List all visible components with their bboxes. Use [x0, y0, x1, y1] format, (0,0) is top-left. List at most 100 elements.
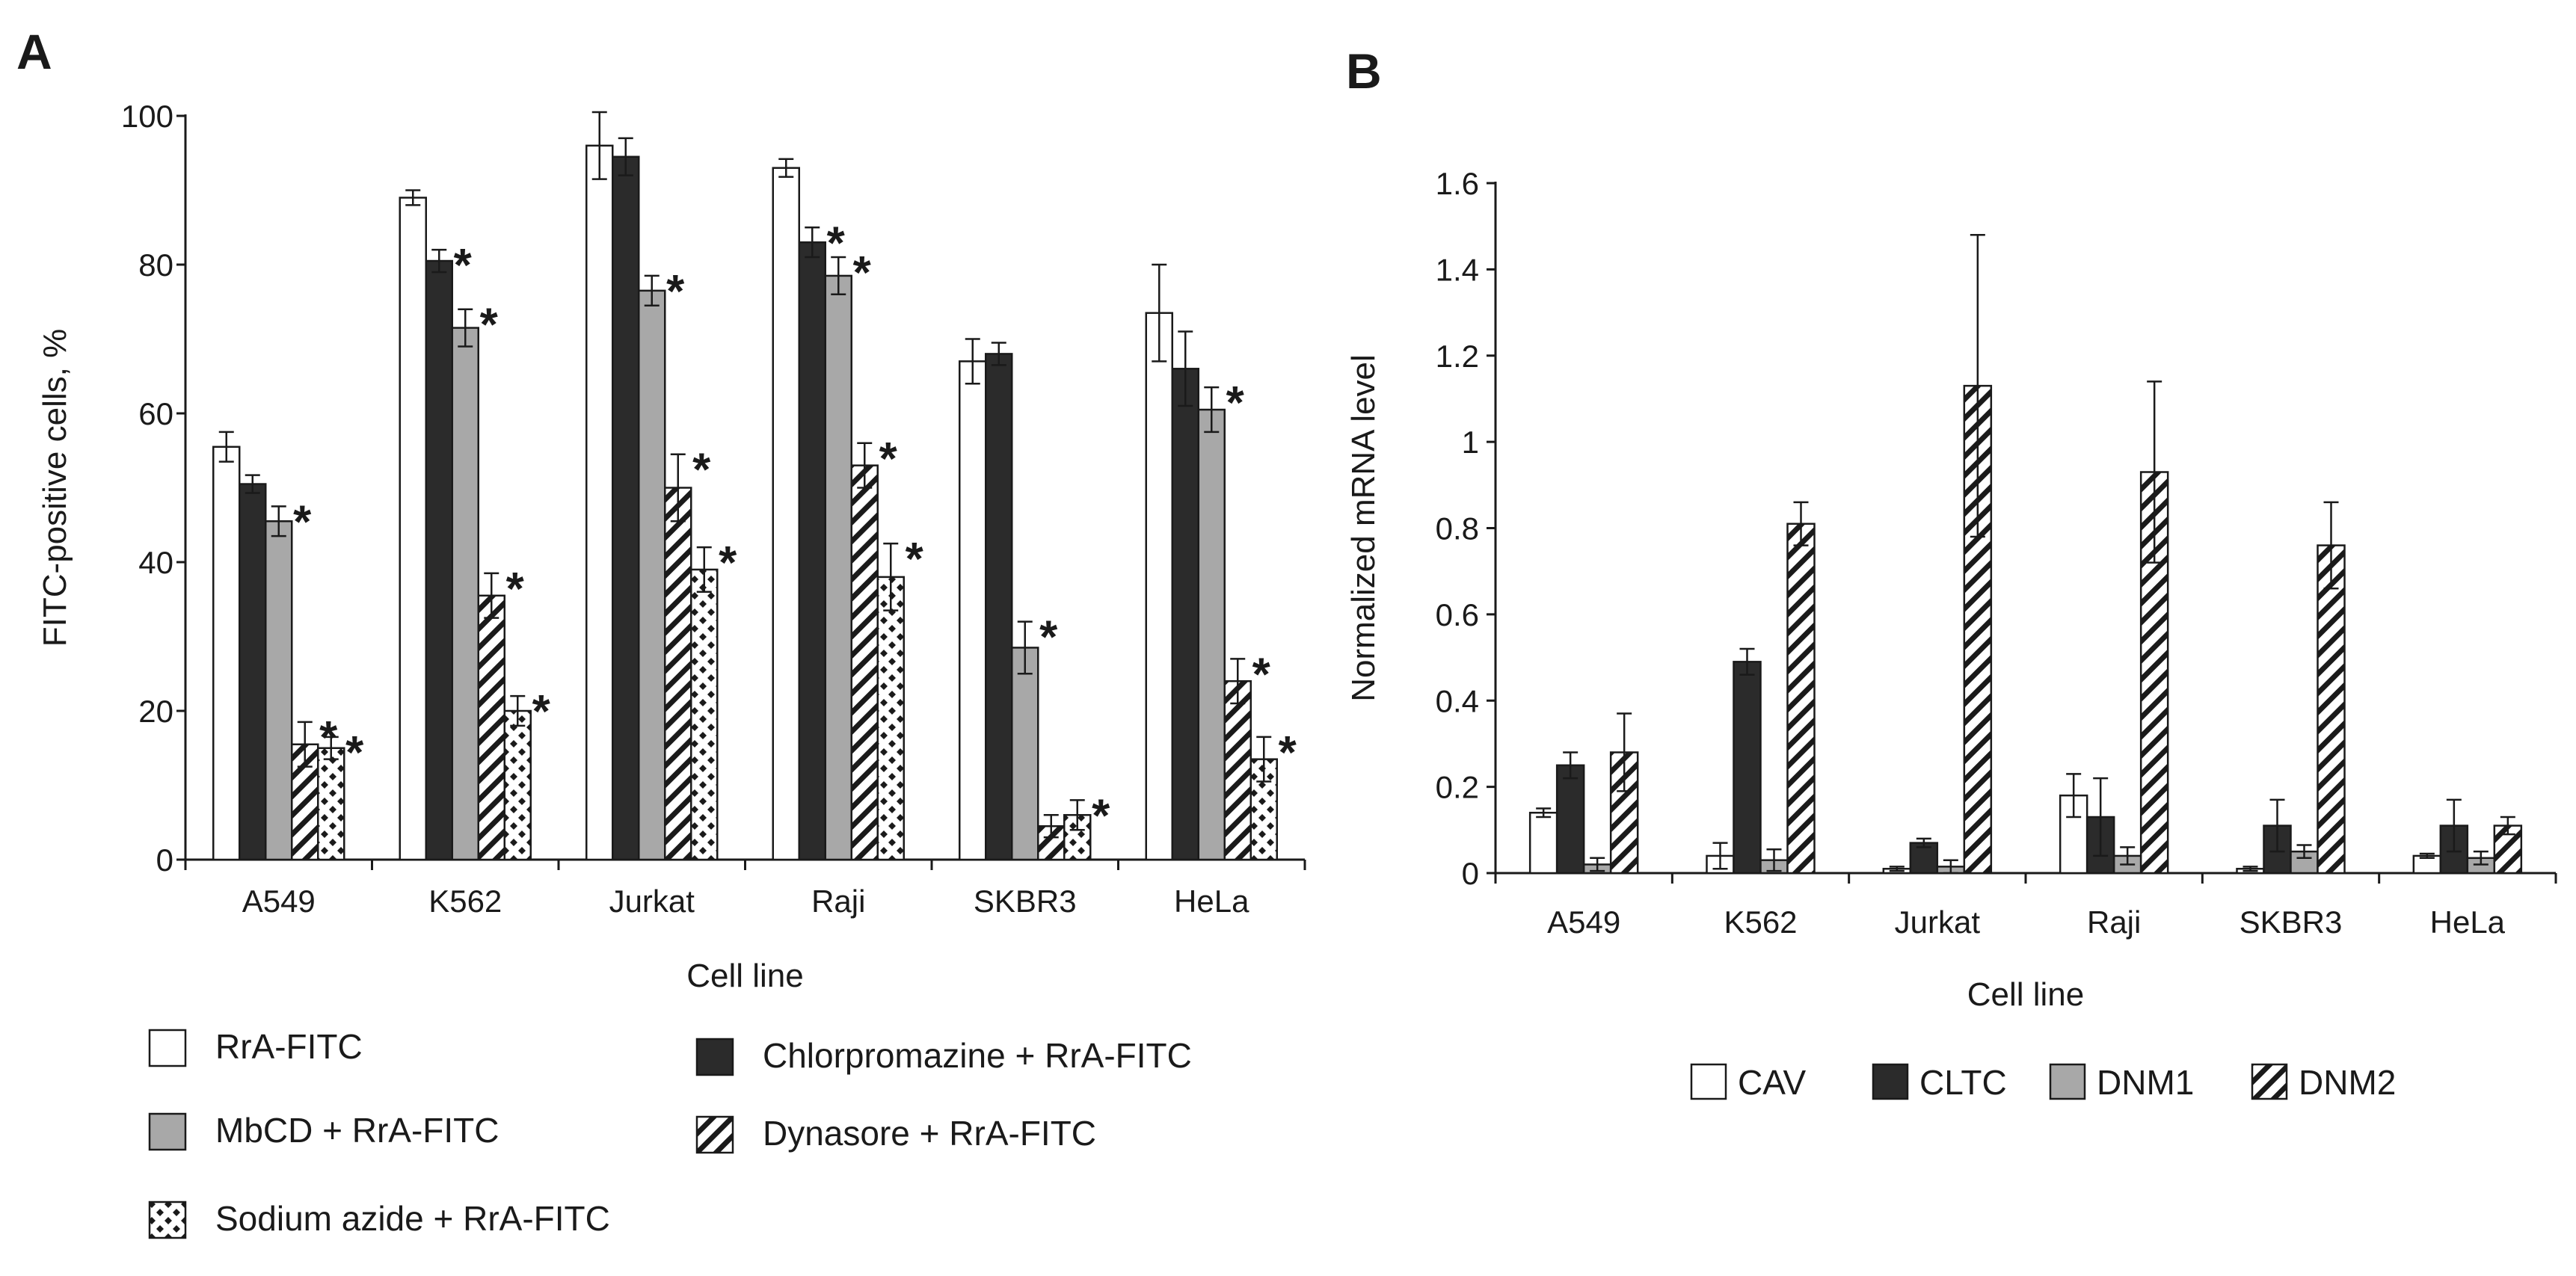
bar-mbcd-rra-fitc-jurkat — [638, 289, 666, 861]
significance-star: * — [906, 534, 924, 585]
legend-label: CLTC — [1919, 1063, 2007, 1102]
bar-chlorpromazine-rra-fitc-raji — [798, 241, 826, 861]
x-axis-title: Cell line — [1967, 976, 2085, 1013]
x-tick-label: HeLa — [2430, 904, 2506, 940]
panel-a-legend: RrA-FITC Chlorpromazine + RrA-FITC MbCD + … — [148, 1027, 1192, 1239]
x-axis-title: Cell line — [686, 958, 804, 994]
bar-chlorpromazine-rra-fitc-jurkat — [612, 155, 640, 861]
legend-label: MbCD + RrA-FITC — [215, 1111, 499, 1150]
legend-swatch — [695, 1115, 734, 1154]
legend-swatch — [148, 1201, 187, 1239]
bar-mbcd-rra-fitc-a549 — [265, 520, 293, 861]
legend-swatch — [695, 1038, 734, 1076]
legend-label: RrA-FITC — [215, 1027, 363, 1066]
significance-star: * — [1226, 377, 1245, 429]
y-tick-label: 40 — [138, 545, 173, 580]
significance-star: * — [1279, 727, 1297, 779]
legend-swatch — [148, 1112, 187, 1151]
significance-star: * — [879, 434, 898, 485]
x-tick-label: K562 — [1724, 904, 1797, 940]
bar-mbcd-rra-fitc-skbr3 — [1011, 647, 1039, 861]
x-tick-label: K562 — [428, 884, 502, 919]
bar-mbcd-rra-fitc-k562 — [451, 327, 479, 861]
bar-mbcd-rra-fitc-hela — [1197, 408, 1226, 861]
bar-rra-fitc-raji — [772, 167, 800, 861]
bar-rra-fitc-a549 — [212, 446, 241, 861]
x-tick-label: Raji — [811, 884, 865, 919]
y-tick-label: 1.4 — [1436, 252, 1479, 287]
significance-star: * — [1252, 649, 1271, 700]
bar-sodium-azide-rra-fitc-jurkat — [690, 568, 719, 861]
x-tick-label: Raji — [2087, 904, 2141, 940]
x-tick-label: Jurkat — [1895, 904, 1981, 940]
y-tick-label: 0 — [1462, 856, 1479, 891]
bar-chlorpromazine-rra-fitc-a549 — [239, 483, 267, 861]
legend-label: DNM2 — [2299, 1063, 2396, 1102]
significance-star: * — [666, 266, 685, 318]
significance-star: * — [454, 240, 473, 292]
significance-star: * — [827, 218, 846, 269]
bar-cav-a549 — [1528, 811, 1558, 875]
y-tick-label: 0.6 — [1436, 597, 1479, 632]
legend-swatch — [148, 1029, 187, 1067]
bar-sodium-azide-rra-fitc-k562 — [503, 709, 532, 861]
x-tick-label: HeLa — [1174, 884, 1249, 919]
y-tick-label: 0.4 — [1436, 683, 1479, 718]
significance-star: * — [345, 727, 364, 779]
bar-sodium-azide-rra-fitc-raji — [876, 576, 905, 861]
bar-chlorpromazine-rra-fitc-skbr3 — [985, 353, 1013, 861]
significance-star: * — [692, 445, 711, 496]
bar-dnm2-jurkat — [1963, 384, 1993, 875]
significance-star: * — [532, 686, 551, 738]
significance-star: * — [480, 300, 499, 351]
x-tick-label: A549 — [242, 884, 316, 919]
significance-star: * — [1092, 790, 1110, 842]
legend-swatch — [2049, 1063, 2086, 1100]
y-tick-label: 80 — [138, 247, 173, 283]
bar-dynasore-rra-fitc-hela — [1223, 679, 1252, 861]
y-tick-label: 0.2 — [1436, 770, 1479, 805]
significance-star: * — [719, 537, 737, 589]
y-tick-label: 60 — [138, 396, 173, 431]
bar-rra-fitc-skbr3 — [959, 360, 987, 861]
bar-chlorpromazine-rra-fitc-k562 — [425, 259, 453, 861]
significance-star: * — [293, 496, 312, 548]
legend-label: DNM1 — [2097, 1063, 2194, 1102]
legend-label: Sodium azide + RrA-FITC — [215, 1199, 610, 1238]
bar-cltc-k562 — [1733, 661, 1762, 875]
legend-swatch — [1690, 1063, 1727, 1100]
y-tick-label: 1 — [1462, 425, 1479, 460]
bar-rra-fitc-jurkat — [585, 144, 614, 861]
bar-mbcd-rra-fitc-raji — [824, 274, 852, 861]
legend-label: Dynasore + RrA-FITC — [763, 1114, 1096, 1153]
y-tick-label: 100 — [121, 99, 173, 134]
significance-star: * — [853, 247, 872, 299]
bar-dynasore-rra-fitc-k562 — [477, 594, 505, 861]
y-tick-label: 1.6 — [1436, 166, 1479, 201]
bar-rra-fitc-k562 — [399, 197, 427, 861]
y-tick-label: 0.8 — [1436, 511, 1479, 546]
x-tick-label: SKBR3 — [2240, 904, 2343, 940]
legend-swatch — [1872, 1063, 1909, 1100]
bar-rra-fitc-hela — [1145, 312, 1173, 861]
bar-chlorpromazine-rra-fitc-hela — [1171, 368, 1199, 861]
panel-b-chart: 0 0.2 0.4 0.6 0.8 1 1.2 1.4 1.6 A549 K562 Jurkat Raj… — [1345, 166, 2557, 1013]
y-axis-title: FITC-positive cells, % — [37, 329, 73, 647]
panel-a-letter: A — [16, 24, 52, 79]
panel-b-letter: B — [1346, 43, 1382, 99]
panel-b-legend: CAV CLTC DNM1 DNM2 — [1690, 1063, 2396, 1102]
legend-swatch — [2251, 1063, 2288, 1100]
bar-dnm2-k562 — [1786, 523, 1816, 875]
bar-dnm2-skbr3 — [2317, 544, 2346, 875]
legend-label: Chlorpromazine + RrA-FITC — [763, 1036, 1192, 1075]
significance-star: * — [1039, 612, 1058, 664]
x-tick-label: Jurkat — [609, 884, 695, 919]
y-tick-label: 1.2 — [1436, 339, 1479, 374]
bar-dynasore-rra-fitc-jurkat — [664, 487, 692, 861]
y-tick-label: 0 — [156, 842, 173, 878]
x-tick-label: A549 — [1547, 904, 1620, 940]
panel-a-chart: 0 20 40 60 80 100 A549 K562 Jurkat Raji SKBR3 HeLa C… — [37, 99, 1306, 994]
bar-sodium-azide-rra-fitc-a549 — [317, 747, 345, 861]
significance-star: * — [506, 564, 525, 615]
